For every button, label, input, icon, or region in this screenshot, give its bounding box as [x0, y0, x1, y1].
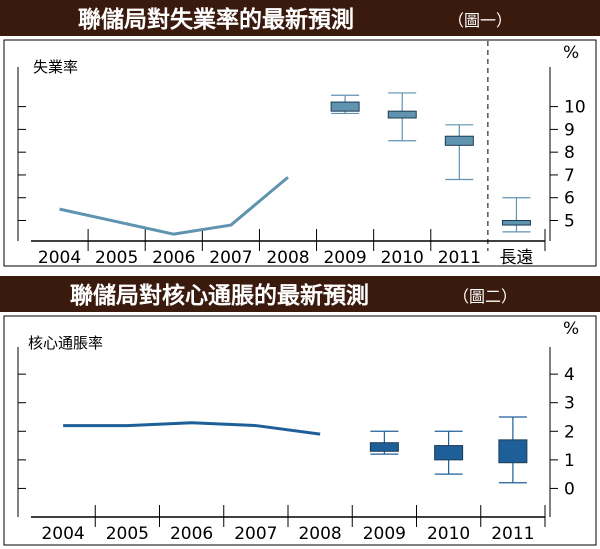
chart-1-y-tick-label: 9	[564, 120, 575, 140]
chart-1-forecast-box	[501, 220, 531, 226]
chart-2-forecast-box	[434, 445, 464, 461]
chart-1-x-tick-label: 2007	[209, 248, 252, 268]
chart-1-title: 聯儲局對失業率的最新預測	[78, 6, 354, 33]
chart-2-plot: 2004 2005 2006 2007 2008 2009 2010 2011 0 1 2 3 4	[17, 347, 575, 544]
chart-1-unit-label: %	[563, 43, 579, 63]
chart-2-y-tick-label: 4	[564, 365, 575, 385]
chart-2-y-tick-label: 1	[564, 451, 575, 471]
chart-1-frame	[3, 39, 597, 267]
chart-1-y-tick-label: 5	[564, 212, 575, 232]
chart-1-x-tick-label: 2009	[323, 248, 366, 268]
chart-2-x-tick-label: 2011	[491, 524, 534, 544]
chart-2-x-tick-label: 2010	[427, 524, 470, 544]
banner-2-background	[0, 276, 600, 312]
chart-2-x-tick-label: 2004	[41, 524, 84, 544]
chart-1-plot: 2004 2005 2006 2007 2008 2009 2010 2011 長遠 5 6 7 8 91…	[17, 41, 586, 268]
chart-1-x-tick-label: 2004	[38, 248, 81, 268]
chart-1-x-tick-label: 2006	[152, 248, 195, 268]
chart-1-y-tick-label: 10	[564, 98, 586, 118]
chart-2-series-label: 核心通脹率	[28, 334, 103, 352]
chart-1-history-line	[59, 176, 289, 236]
chart-1-x-tick-label: 2011	[438, 248, 481, 268]
chart-1-x-tick-label: 長遠	[499, 248, 533, 268]
chart-1-forecast-box	[387, 110, 417, 119]
chart-1-forecast-box	[330, 101, 360, 112]
chart-1-x-tick-label: 2010	[381, 248, 424, 268]
chart-1-series-label: 失業率	[33, 58, 78, 76]
chart-2-x-tick-label: 2009	[363, 524, 406, 544]
banner-1-background	[0, 0, 600, 36]
chart-1-y-tick-label: 6	[564, 189, 575, 209]
chart-1-forecast-box	[444, 135, 474, 146]
chart-1-subtitle: （圖一）	[448, 11, 512, 30]
chart-2-y-tick-label: 2	[564, 422, 575, 442]
chart-2-y-tick-label: 0	[564, 479, 575, 499]
chart-2-forecast-box	[369, 442, 399, 452]
chart-2-unit-label: %	[563, 319, 579, 339]
chart-2-x-tick-label: 2007	[234, 524, 277, 544]
chart-2-x-tick-label: 2005	[106, 524, 149, 544]
chart-1-x-tick-label: 2005	[95, 248, 138, 268]
chart-1-y-tick-label: 8	[564, 143, 575, 163]
chart-1-y-tick-label: 7	[564, 166, 575, 186]
chart-2-title: 聯儲局對核心通脹的最新預測	[70, 282, 369, 309]
chart-2-x-tick-label: 2006	[170, 524, 213, 544]
chart-2-forecast-box	[498, 439, 528, 464]
chart-2-subtitle: （圖二）	[453, 287, 517, 306]
chart-2-x-tick-label: 2008	[298, 524, 341, 544]
chart-2-y-tick-label: 3	[564, 394, 575, 414]
chart-1-x-tick-label: 2008	[266, 248, 309, 268]
